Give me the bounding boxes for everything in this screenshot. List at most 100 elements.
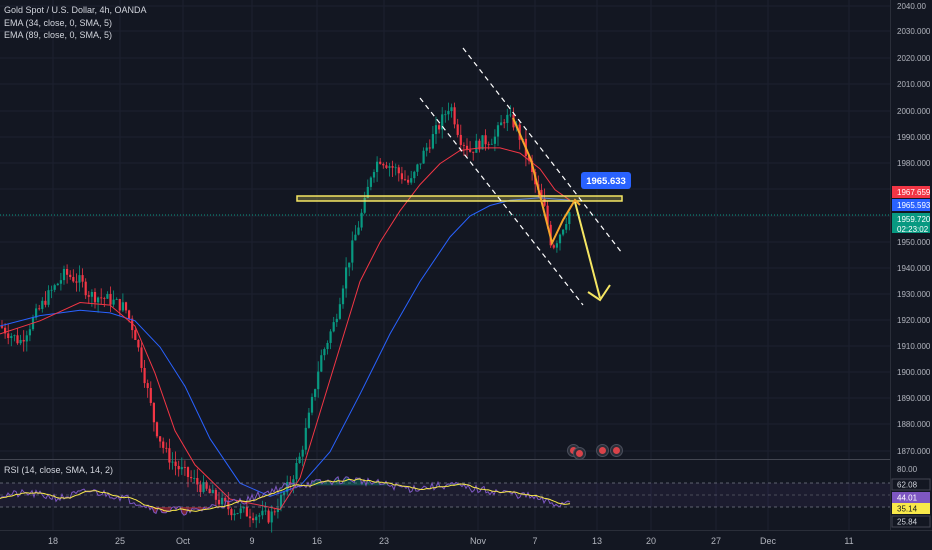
candle-body xyxy=(255,516,258,521)
rsi-axis-labels: 62.08 44.01 35.14 25.84 xyxy=(891,478,931,528)
candle-body xyxy=(403,179,407,181)
candle-body xyxy=(345,267,348,289)
price-tick-label: 2030.000 xyxy=(897,27,931,36)
candle-body xyxy=(314,389,317,397)
candle-body xyxy=(87,295,90,297)
price-callout-box xyxy=(581,172,631,189)
candle-body xyxy=(258,515,261,517)
candle-body xyxy=(78,275,81,283)
candle-body xyxy=(540,189,543,199)
candle-body xyxy=(236,513,239,514)
candle-body xyxy=(224,497,227,502)
candle-body xyxy=(283,492,286,495)
candle-body xyxy=(217,499,221,505)
symbol-legend[interactable]: Gold Spot / U.S. Dollar, 4h, OANDA xyxy=(4,5,147,15)
time-tick-label: 11 xyxy=(844,536,853,546)
price-callout[interactable]: 1965.633 xyxy=(581,172,631,189)
candle-body xyxy=(199,484,202,493)
time-tick-label: 18 xyxy=(48,536,58,546)
candle-body xyxy=(196,478,199,485)
candle-body xyxy=(276,508,279,513)
candle-body xyxy=(7,333,10,339)
candle-body xyxy=(317,371,320,390)
candlestick-series[interactable] xyxy=(0,102,571,533)
candle-body xyxy=(558,234,562,244)
candle-body xyxy=(459,134,462,145)
candle-body xyxy=(447,111,450,115)
ema-34-legend[interactable]: EMA (34, close, 0, SMA, 5) xyxy=(4,18,113,28)
candle-body xyxy=(261,510,264,516)
candle-body xyxy=(465,145,469,150)
candle-body xyxy=(69,274,72,278)
candle-body xyxy=(304,427,307,450)
rsi-label-box xyxy=(891,515,931,528)
rsi-axis[interactable]: 80.00 xyxy=(897,465,918,474)
ema-89-line[interactable] xyxy=(0,197,571,497)
candle-body xyxy=(221,497,224,505)
price-tick-label: 1890.000 xyxy=(897,394,931,403)
candle-body xyxy=(351,240,354,263)
candle-body xyxy=(93,291,97,303)
time-axis[interactable]: 18 25 Oct 9 16 23 Nov 7 13 20 27 Dec 11 xyxy=(48,536,854,546)
candle-body xyxy=(90,291,93,297)
candle-body xyxy=(509,114,512,116)
candle-body xyxy=(252,518,255,521)
event-marker-2-icon[interactable] xyxy=(573,447,586,460)
ema-34-line[interactable] xyxy=(0,147,571,510)
candle-body xyxy=(115,299,118,300)
candle-body xyxy=(131,318,134,331)
candle-body xyxy=(100,297,103,299)
candle-body xyxy=(484,135,487,145)
candle-body xyxy=(62,268,66,281)
candle-body xyxy=(190,477,193,479)
projection-path-future[interactable] xyxy=(574,201,601,299)
candle-body xyxy=(357,227,360,235)
time-tick-label: Dec xyxy=(760,536,777,546)
candle-body xyxy=(385,165,388,168)
time-tick-label: Nov xyxy=(470,536,487,546)
rsi-oversold-fill xyxy=(0,507,570,516)
candle-body xyxy=(307,412,310,428)
candle-body xyxy=(450,107,453,112)
price-tick-label: 1940.000 xyxy=(897,264,931,273)
candle-body xyxy=(112,299,115,305)
candle-body xyxy=(419,163,422,165)
candle-body xyxy=(413,171,416,179)
resistance-zone[interactable] xyxy=(296,195,623,202)
rsi-ma-line[interactable] xyxy=(0,478,571,512)
event-marker-4-icon[interactable] xyxy=(610,444,623,457)
candle-body xyxy=(140,347,143,368)
channel-upper-line[interactable] xyxy=(462,47,623,254)
candle-body xyxy=(500,122,503,126)
candle-body xyxy=(295,463,298,480)
candle-body xyxy=(162,441,165,448)
candle-body xyxy=(128,310,131,319)
candle-body xyxy=(279,494,283,509)
candle-body xyxy=(193,478,196,479)
rsi-legend[interactable]: RSI (14, close, SMA, 14, 2) xyxy=(4,465,114,475)
candle-body xyxy=(444,114,447,116)
candle-body xyxy=(456,124,459,135)
ema-89-legend[interactable]: EMA (89, close, 0, SMA, 5) xyxy=(4,30,113,40)
candle-body xyxy=(366,186,369,199)
time-tick-label: 9 xyxy=(249,536,254,546)
channel-lower-line[interactable] xyxy=(419,97,584,306)
candle-body xyxy=(177,465,180,470)
projection-path-past[interactable] xyxy=(512,117,581,246)
price-label-box xyxy=(892,223,930,233)
candle-body xyxy=(292,479,295,485)
event-marker-3-icon[interactable] xyxy=(596,444,609,457)
candle-body xyxy=(75,281,78,283)
time-tick-label: 7 xyxy=(532,536,537,546)
price-tick-label: 2010.000 xyxy=(897,80,931,89)
candle-body xyxy=(341,288,345,305)
candle-body xyxy=(146,383,149,389)
candle-body xyxy=(472,151,475,153)
candle-body xyxy=(208,488,211,494)
price-label-text: 1967.659 xyxy=(897,188,931,197)
time-tick-label: 25 xyxy=(115,536,125,546)
price-label-text: 1959.720 xyxy=(897,215,931,224)
candle-body xyxy=(168,448,171,463)
candle-body xyxy=(121,302,124,311)
